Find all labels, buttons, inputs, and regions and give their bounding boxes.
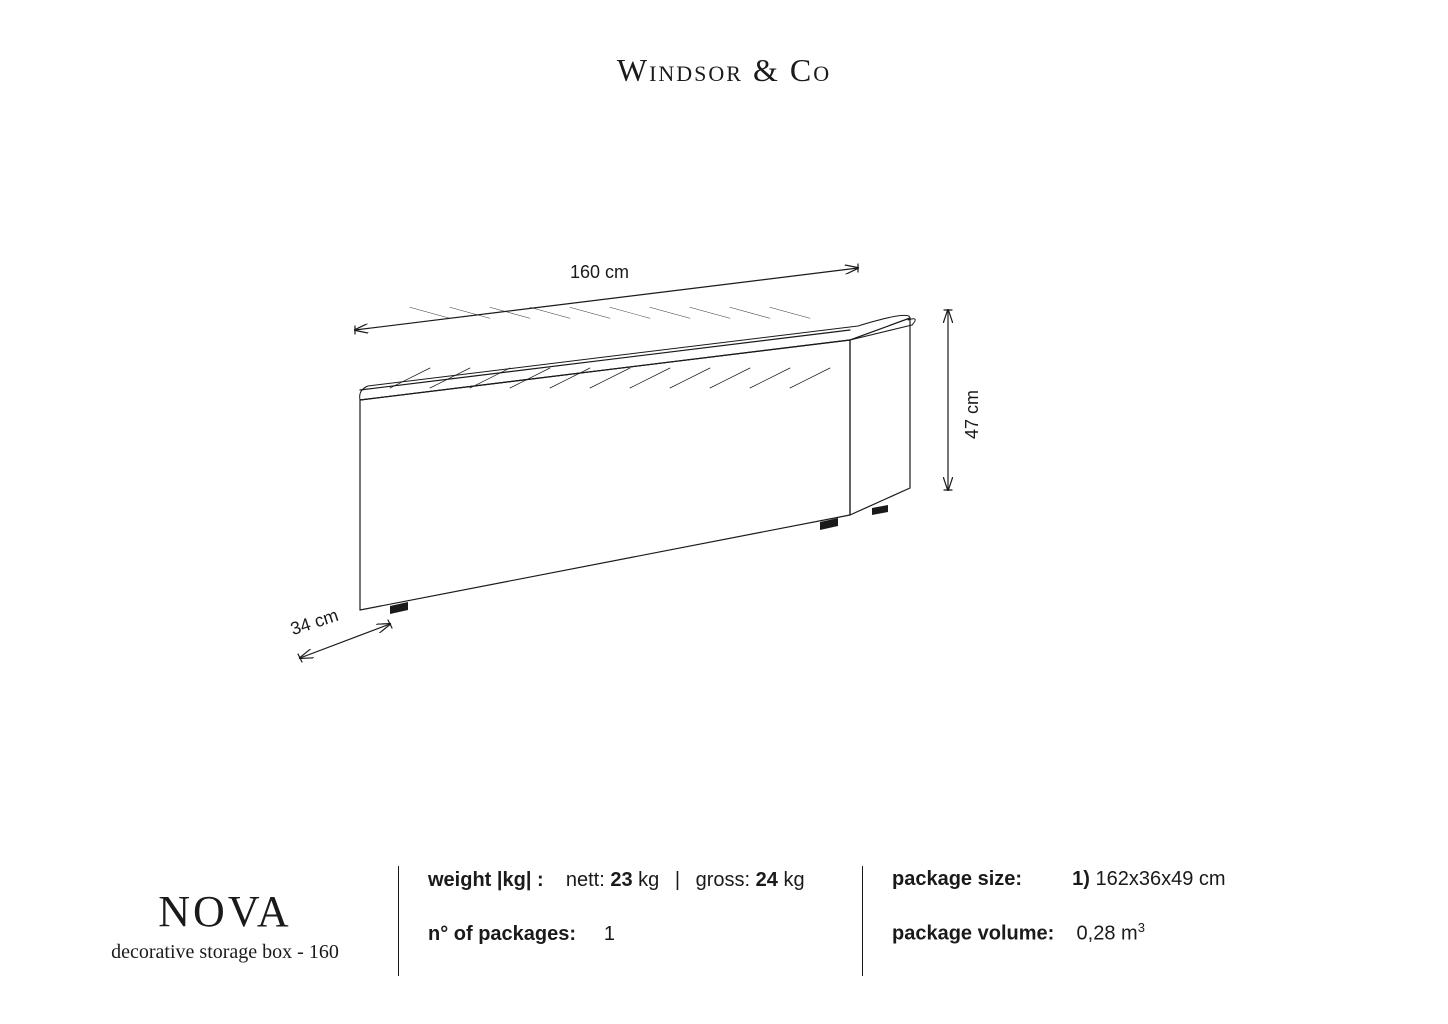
package-volume-value: 0,28 <box>1077 923 1116 945</box>
nett-value: 23 <box>610 869 632 891</box>
package-volume-label: package volume: <box>892 923 1054 945</box>
gross-label: gross: <box>696 869 750 891</box>
divider-1 <box>398 866 399 976</box>
weight-label: weight |kg| : <box>428 869 544 891</box>
spec-column-right: package size: 1) 162x36x49 cm package vo… <box>892 865 1392 974</box>
product-block: NOVA decorative storage box - 160 <box>70 886 380 964</box>
package-size-value: 162x36x49 cm <box>1095 868 1225 890</box>
spec-column-left: weight |kg| : nett: 23 kg | gross: 24 kg… <box>428 866 848 974</box>
product-subtitle: decorative storage box - 160 <box>70 941 380 964</box>
spec-volume-row: package volume: 0,28 m3 <box>892 919 1392 948</box>
package-volume-exp: 3 <box>1138 920 1145 935</box>
weight-separator: | <box>675 869 680 891</box>
spec-packages-row: n° of packages: 1 <box>428 920 848 948</box>
gross-unit: kg <box>783 869 804 891</box>
package-size-label: package size: <box>892 868 1022 890</box>
nett-label: nett: <box>566 869 605 891</box>
spec-weight-row: weight |kg| : nett: 23 kg | gross: 24 kg <box>428 866 848 894</box>
spec-size-row: package size: 1) 162x36x49 cm <box>892 865 1392 893</box>
brand-title: Windsor & Co <box>0 52 1448 89</box>
dim-height-label: 47 cm <box>962 390 983 439</box>
dim-length-label: 160 cm <box>570 262 629 283</box>
package-size-index: 1) <box>1072 868 1090 890</box>
nett-unit: kg <box>638 869 659 891</box>
product-name: NOVA <box>70 886 380 937</box>
gross-value: 24 <box>756 869 778 891</box>
product-drawing: 160 cm 47 cm 34 cm <box>260 240 1020 680</box>
package-volume-unit: m <box>1121 923 1138 945</box>
n-packages-label: n° of packages: <box>428 923 576 945</box>
drawing-svg <box>260 240 1020 680</box>
n-packages-value: 1 <box>604 923 615 945</box>
divider-2 <box>862 866 863 976</box>
